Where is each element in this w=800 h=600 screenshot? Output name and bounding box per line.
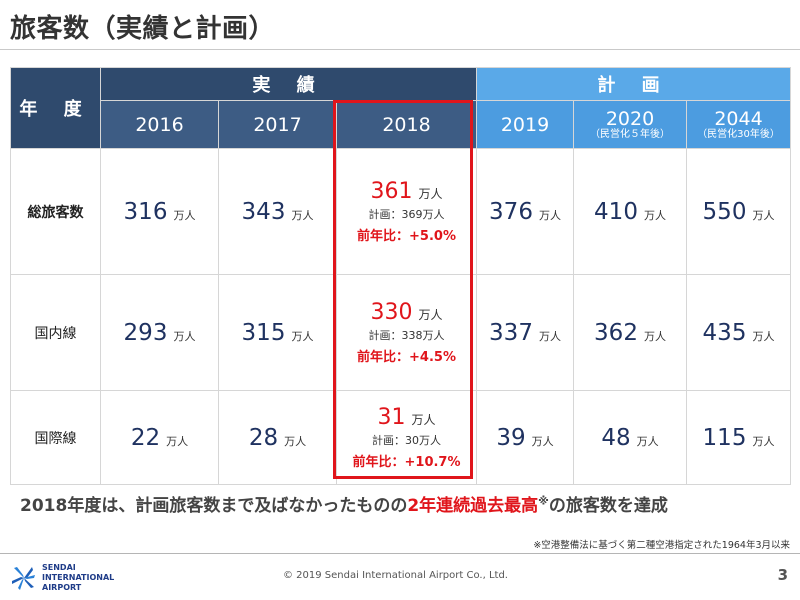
table-cell: 550 万人: [686, 148, 791, 275]
footnote: ※空港整備法に基づく第二種空港指定された1964年3月以来: [533, 540, 790, 551]
actual-header: 実 績: [100, 67, 477, 101]
row-label: 総旅客数: [10, 148, 101, 275]
table-cell: 39 万人: [476, 390, 574, 485]
table-cell: 343 万人: [218, 148, 337, 275]
table-cell-highlight: 330 万人 計画：338万人 前年比：+4.5%: [336, 274, 477, 391]
table-cell: 376 万人: [476, 148, 574, 275]
year-2020-note: （民営化５年後）: [590, 129, 670, 141]
passenger-table: 年 度 実 績 計 画 2016 2017 2018 2019 2020 （民営化…: [10, 67, 791, 485]
table-row: 国際線 22 万人 28 万人 31 万人 計画：30万人 前年比：+10.7% 39…: [10, 390, 791, 485]
year-2018: 2018: [336, 100, 477, 149]
copyright: © 2019 Sendai International Airport Co.,…: [283, 570, 508, 581]
table-cell: 315 万人: [218, 274, 337, 391]
table-cell: 316 万人: [100, 148, 219, 275]
plan-value: 計画：369万人: [368, 208, 445, 221]
year-2044: 2044 （民営化30年後）: [686, 100, 791, 149]
row-label: 国際線: [10, 390, 101, 485]
year-2016: 2016: [100, 100, 219, 149]
table-cell: 115 万人: [686, 390, 791, 485]
table-row: 総旅客数 316 万人 343 万人 361 万人 計画：369万人 前年比：+5.0…: [10, 148, 791, 275]
plan-value: 計画：338万人: [368, 329, 445, 342]
year-header: 年 度: [10, 67, 101, 149]
plan-value: 計画：30万人: [372, 434, 441, 447]
logo-wordmark: SENDAI INTERNATIONAL AIRPORT: [42, 563, 115, 592]
year-2044-note: （民営化30年後）: [697, 129, 780, 141]
year-2019: 2019: [476, 100, 574, 149]
yoy-value: 前年比：+4.5%: [357, 350, 456, 365]
page-number: 3: [777, 566, 788, 584]
yoy-value: 前年比：+10.7%: [352, 455, 461, 470]
airport-logo-icon: [12, 567, 35, 590]
title-divider: [0, 49, 800, 50]
table-cell: 337 万人: [476, 274, 574, 391]
yoy-value: 前年比：+5.0%: [357, 229, 456, 244]
page-title: 旅客数（実績と計画）: [10, 14, 276, 44]
row-label: 国内線: [10, 274, 101, 391]
year-2020: 2020 （民営化５年後）: [573, 100, 687, 149]
table-cell-highlight: 361 万人 計画：369万人 前年比：+5.0%: [336, 148, 477, 275]
table-cell: 410 万人: [573, 148, 687, 275]
table-cell-highlight: 31 万人 計画：30万人 前年比：+10.7%: [336, 390, 477, 485]
footer-divider: [0, 553, 800, 554]
plan-header: 計 画: [476, 67, 791, 101]
table-cell: 362 万人: [573, 274, 687, 391]
record-highlight: 2年連続過去最高: [407, 496, 539, 516]
table-cell: 293 万人: [100, 274, 219, 391]
conclusion-text: 2018年度は、計画旅客数まで及ばなかったものの2年連続過去最高※の旅客数を達成: [20, 494, 668, 516]
table-cell: 28 万人: [218, 390, 337, 485]
table-cell: 435 万人: [686, 274, 791, 391]
table-cell: 48 万人: [573, 390, 687, 485]
table-cell: 22 万人: [100, 390, 219, 485]
year-2017: 2017: [218, 100, 337, 149]
table-row: 国内線 293 万人 315 万人 330 万人 計画：338万人 前年比：+4.5%…: [10, 274, 791, 391]
